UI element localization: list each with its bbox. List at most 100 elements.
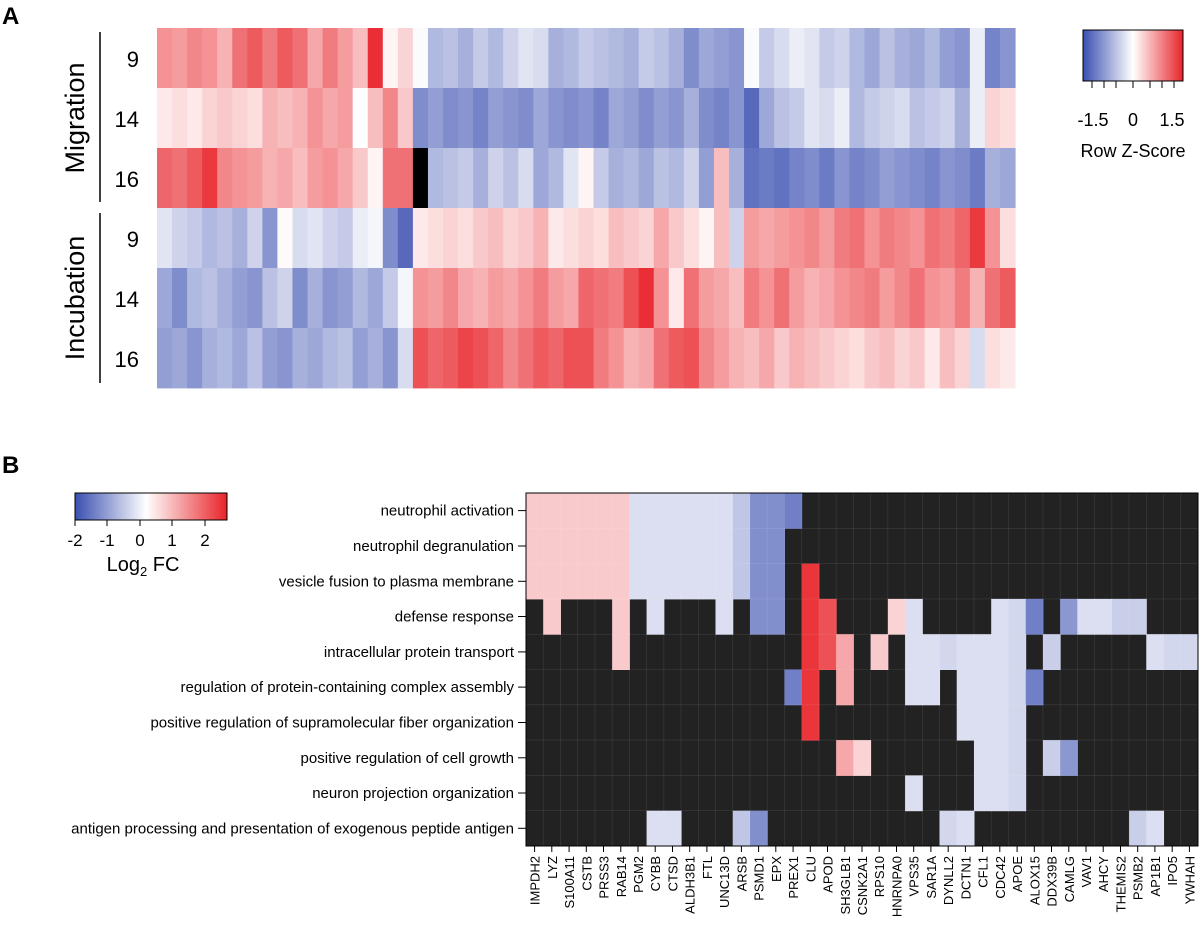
colorbar-b-tick-label: 0 bbox=[135, 531, 144, 550]
heatmap-b-cell bbox=[750, 563, 768, 600]
heatmap-a-cell bbox=[247, 328, 263, 389]
gene-label: CAMLG bbox=[1062, 856, 1077, 902]
heatmap-b-cell bbox=[836, 669, 854, 706]
heatmap-a-cell bbox=[172, 328, 188, 389]
heatmap-a-cell bbox=[608, 88, 625, 149]
heatmap-a-cell bbox=[488, 208, 504, 269]
heatmap-a-cell bbox=[744, 208, 760, 269]
heatmap-a-cell bbox=[202, 268, 218, 329]
heatmap-a-cell bbox=[924, 208, 941, 269]
heatmap-a-cell bbox=[954, 88, 971, 149]
heatmap-b-cell bbox=[612, 634, 630, 670]
heatmap-a-cell bbox=[999, 268, 1016, 329]
heatmap-b-cell bbox=[750, 810, 768, 847]
heatmap-b-cell bbox=[560, 493, 579, 529]
heatmap-a-cell bbox=[503, 88, 519, 149]
gene-label: S100A11 bbox=[562, 856, 577, 909]
heatmap-a-cell bbox=[172, 148, 188, 209]
heatmap-a-cell bbox=[969, 328, 986, 389]
heatmap-a-cell bbox=[698, 88, 715, 149]
heatmap-a-cell bbox=[563, 148, 580, 209]
term-label: regulation of protein-containing complex… bbox=[180, 679, 514, 696]
heatmap-a-cell bbox=[909, 88, 926, 149]
heatmap-a-cell bbox=[427, 148, 444, 209]
heatmap-a-cell bbox=[804, 328, 820, 389]
heatmap-a-cell bbox=[518, 268, 534, 329]
heatmap-b-cell bbox=[612, 528, 630, 565]
heatmap-b-cell bbox=[974, 634, 992, 670]
heatmap-b-cell bbox=[1008, 634, 1027, 670]
heatmap-b-cell bbox=[715, 598, 734, 635]
heatmap-a-cell bbox=[412, 268, 429, 329]
heatmap-a-cell bbox=[157, 268, 173, 329]
heatmap-a-cell bbox=[909, 148, 926, 209]
heatmap-a-cell bbox=[804, 268, 820, 329]
heatmap-a-cell bbox=[939, 208, 956, 269]
heatmap-b-cell bbox=[1163, 634, 1182, 670]
heatmap-b-cell bbox=[577, 493, 596, 529]
heatmap-b-cell bbox=[922, 634, 941, 670]
heatmap-a-cell bbox=[834, 88, 851, 149]
heatmap-b-cell bbox=[784, 669, 803, 706]
heatmap-a-cell bbox=[819, 328, 835, 389]
heatmap-b-cell bbox=[956, 634, 975, 670]
heatmap-b-cell bbox=[991, 775, 1009, 812]
panel-label-b: B bbox=[2, 452, 19, 479]
heatmap-a-cell bbox=[999, 88, 1016, 149]
heatmap-a-cell bbox=[503, 328, 519, 389]
heatmap-a-cell bbox=[397, 88, 414, 149]
heatmap-a-cell bbox=[909, 268, 926, 329]
heatmap-a-cell bbox=[653, 268, 670, 329]
heatmap-a-cell bbox=[924, 328, 941, 389]
heatmap-b-cell bbox=[732, 528, 751, 565]
heatmap-a-cell bbox=[834, 268, 851, 329]
colorbar-a bbox=[1082, 29, 1184, 82]
heatmap-a-cell bbox=[759, 28, 775, 89]
heatmap-a-cell bbox=[729, 148, 745, 209]
colorbar-b-tick-label: 2 bbox=[200, 531, 209, 550]
heatmap-a-cell bbox=[337, 88, 354, 149]
heatmap-a-cell bbox=[202, 148, 218, 209]
heatmap-a-cell bbox=[292, 88, 309, 149]
heatmap-a-cell bbox=[623, 88, 640, 149]
gene-label: DCTN1 bbox=[958, 856, 973, 899]
heatmap-b-cell bbox=[1025, 669, 1044, 706]
heatmap-b-cell bbox=[991, 598, 1009, 635]
heatmap-a-cell bbox=[307, 28, 324, 89]
heatmap-a-cell bbox=[488, 28, 504, 89]
heatmap-a-cell bbox=[292, 328, 309, 389]
heatmap-b-cell bbox=[1008, 598, 1027, 635]
heatmap-a-cell bbox=[397, 208, 414, 269]
colorbar-b-tick-label: -1 bbox=[99, 531, 114, 550]
heatmap-a-cell bbox=[894, 328, 911, 389]
heatmap-a-cell bbox=[202, 88, 218, 149]
heatmap-a-cell bbox=[578, 148, 595, 209]
heatmap-a-cell bbox=[804, 148, 820, 209]
heatmap-a-cell bbox=[668, 28, 685, 89]
heatmap-a-cell bbox=[939, 268, 956, 329]
heatmap-a-cell bbox=[774, 328, 790, 389]
heatmap-b-cell bbox=[526, 528, 544, 565]
heatmap-a-cell bbox=[337, 28, 354, 89]
heatmap-b-cell bbox=[939, 634, 958, 670]
heatmap-a-cell bbox=[924, 28, 941, 89]
gene-label: DDX39B bbox=[1045, 856, 1060, 907]
gene-label: VAV1 bbox=[1079, 856, 1094, 887]
heatmap-b-cell bbox=[767, 563, 785, 600]
heatmap-a-cell bbox=[443, 208, 459, 269]
gene-label: CYBB bbox=[648, 856, 663, 891]
heatmap-b-cell bbox=[801, 704, 820, 741]
heatmap-a-cell bbox=[593, 268, 610, 329]
heatmap-a-cell bbox=[473, 208, 489, 269]
heatmap-b-cell bbox=[905, 775, 923, 812]
heatmap-b-cell bbox=[905, 598, 923, 635]
gene-label: PGM2 bbox=[631, 856, 646, 893]
heatmap-b bbox=[525, 492, 1199, 847]
gene-label: CTSD bbox=[666, 856, 681, 891]
heatmap-a-cell bbox=[533, 268, 549, 329]
heatmap-a-cell bbox=[774, 208, 790, 269]
heatmap-a-cell bbox=[247, 88, 263, 149]
heatmap-b-cell bbox=[629, 528, 648, 565]
colorbar-a-tick-label: 0 bbox=[1128, 110, 1138, 130]
term-label: positive regulation of supramolecular fi… bbox=[150, 715, 514, 732]
